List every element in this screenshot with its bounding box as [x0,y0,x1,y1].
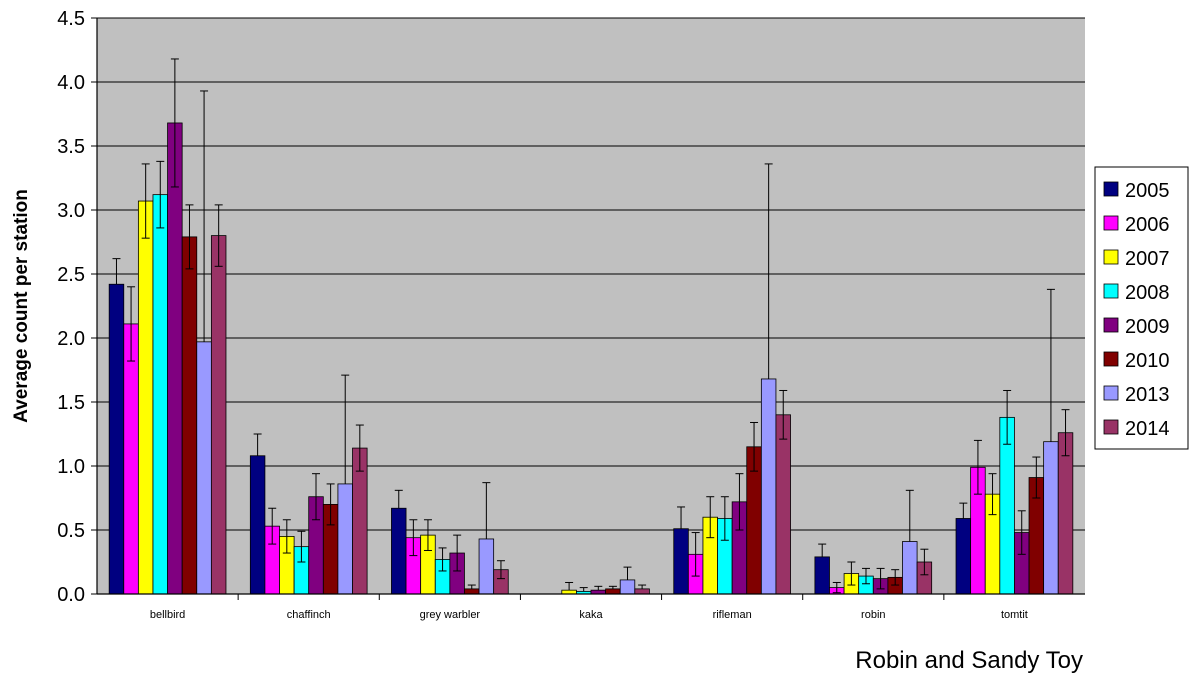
y-tick-label: 3.0 [57,200,85,222]
legend-swatch [1103,215,1119,231]
bar [391,507,407,595]
legend-label: 2006 [1125,214,1170,236]
legend-swatch [1103,351,1119,367]
bar [619,579,636,595]
x-tick-label: kaka [579,609,603,621]
bar [1043,441,1059,595]
y-tick-label: 4.5 [57,8,85,30]
bar [605,588,621,595]
plot-area [97,18,1085,594]
error-bars [112,58,1070,594]
bar [337,483,353,595]
bar [167,122,183,595]
legend-swatch [1103,385,1119,401]
bar [902,541,918,595]
x-tick-labels: bellbird chaffinch grey warbler kaka riflema… [150,609,1028,621]
x-tick-label: tomtit [1001,609,1028,621]
x-tick-label: chaffinch [287,609,331,621]
y-tick-label: 2.5 [57,264,85,286]
legend-label: 2007 [1125,248,1170,270]
legend-label: 2010 [1125,350,1170,372]
legend: 2005 2006 2007 2008 2009 2010 2013 2014 [1094,166,1189,450]
bar [108,283,125,595]
axes [91,17,1085,600]
y-tick-label: 3.5 [57,136,85,158]
x-tick-label: rifleman [713,609,752,621]
legend-swatch [1103,283,1119,299]
bar [152,194,168,595]
legend-swatch [1103,317,1119,333]
bar [1057,432,1074,595]
bar [210,235,227,595]
legend-swatch [1103,419,1119,435]
bar [123,323,139,595]
credit-text: Robin and Sandy Toy [855,647,1083,674]
bar [137,200,154,595]
legend-swatch [1103,181,1119,197]
legend-label: 2014 [1125,418,1170,440]
legend-swatch [1103,249,1119,265]
y-axis-label: Average count per station [11,189,32,423]
legend-label: 2009 [1125,316,1170,338]
legend-label: 2013 [1125,384,1170,406]
y-tick-label: 1.5 [57,392,85,414]
bar [760,378,777,595]
y-tick-labels: 0.0 0.5 1.0 1.5 2.0 2.5 3.0 3.5 4.0 4.5 [57,8,85,606]
bar [181,236,198,595]
y-tick-label: 1.0 [57,456,85,478]
bars [108,122,1074,595]
x-tick-label: robin [861,609,885,621]
bar [196,341,212,595]
bar [673,528,689,595]
bar [955,518,972,595]
bar [249,455,266,595]
bar [464,588,480,595]
legend-box [1094,166,1189,450]
bar [814,556,830,595]
bar [775,414,791,595]
bar [478,538,495,595]
x-tick-label: grey warbler [420,609,481,621]
legend-label: 2008 [1125,282,1170,304]
y-tick-label: 0.0 [57,584,85,606]
y-tick-label: 2.0 [57,328,85,350]
legend-label: 2005 [1125,180,1170,202]
bar [634,588,650,595]
y-tick-label: 0.5 [57,520,85,542]
y-tick-label: 4.0 [57,72,85,94]
x-tick-label: bellbird [150,609,185,621]
